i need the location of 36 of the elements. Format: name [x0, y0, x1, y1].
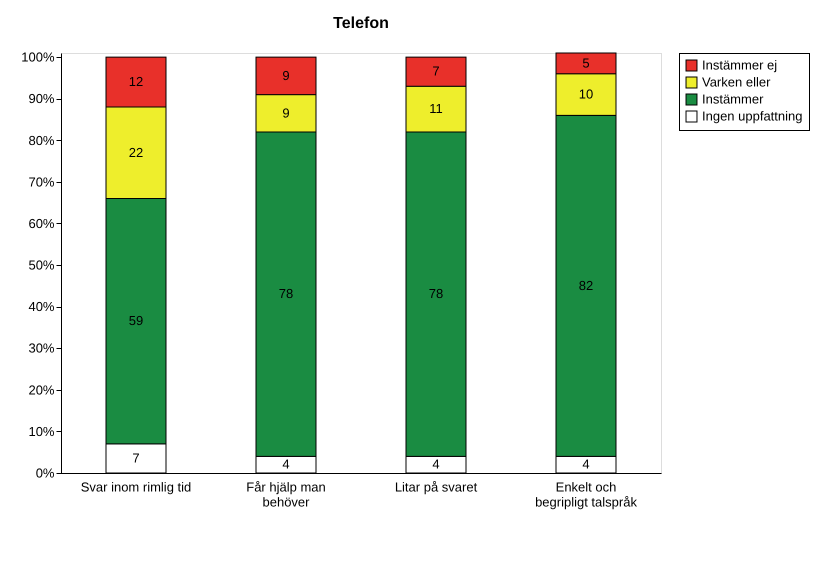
chart-title: Telefon	[333, 15, 389, 32]
legend-label: Ingen uppfattning	[702, 108, 802, 124]
data-label: 9	[282, 105, 290, 120]
y-tick-label: 50%	[28, 258, 55, 273]
data-label: 9	[282, 68, 290, 83]
legend-label: Instämmer ej	[702, 58, 778, 72]
y-tick-label: 70%	[28, 174, 55, 190]
legend-label: Varken eller	[702, 74, 772, 90]
x-tick-label: Enkelt och begripligt talspråk	[535, 480, 638, 510]
y-tick-label: 60%	[28, 216, 55, 231]
y-tick-label: 40%	[28, 299, 55, 314]
x-tick-label: Svar inom rimlig tid	[80, 480, 192, 494]
data-label: 7	[432, 64, 440, 79]
data-label: 4	[432, 456, 440, 472]
y-tick-label: 90%	[28, 91, 55, 106]
y-tick-label: 100%	[21, 50, 55, 65]
y-tick-label: 0%	[36, 466, 55, 480]
x-tick-label: Får hjälp man behöver	[246, 480, 326, 510]
y-tick-label: 20%	[28, 382, 55, 398]
data-label: 22	[128, 144, 144, 160]
data-label: 4	[282, 456, 290, 472]
data-label: 12	[128, 74, 144, 90]
data-label: 11	[429, 101, 443, 116]
data-label: 7	[132, 450, 140, 466]
data-label: 59	[128, 313, 144, 328]
data-label: 82	[578, 278, 594, 293]
data-label: 5	[582, 55, 590, 70]
y-tick-label: 30%	[28, 340, 55, 356]
y-tick-label: 80%	[28, 132, 55, 148]
y-tick-label: 10%	[28, 424, 55, 439]
data-label: 78	[428, 286, 444, 302]
legend-label: Instämmer	[702, 92, 764, 106]
x-tick-label: Litar på svaret	[394, 480, 478, 494]
data-label: 78	[278, 286, 294, 302]
data-label: 4	[582, 456, 590, 472]
data-label: 10	[578, 86, 594, 102]
